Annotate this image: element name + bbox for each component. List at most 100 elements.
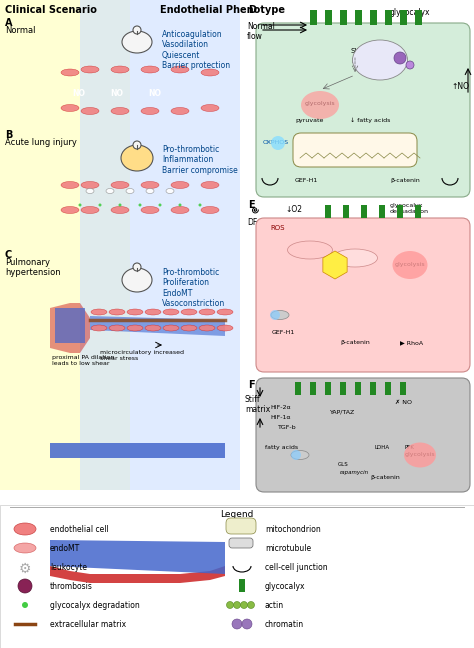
Ellipse shape xyxy=(61,104,79,111)
Ellipse shape xyxy=(201,181,219,189)
Ellipse shape xyxy=(163,309,179,315)
Ellipse shape xyxy=(111,66,129,73)
Text: ✗ NO: ✗ NO xyxy=(395,400,412,405)
Bar xyxy=(400,10,407,25)
Text: microcirculatory increased
shear stress: microcirculatory increased shear stress xyxy=(100,350,184,361)
Text: ROS: ROS xyxy=(270,225,284,231)
Bar xyxy=(415,10,422,25)
Ellipse shape xyxy=(181,309,197,315)
Ellipse shape xyxy=(145,309,161,315)
Text: Anticoagulation
Vasodilation
Quiescent
Barrier protection: Anticoagulation Vasodilation Quiescent B… xyxy=(162,30,230,70)
Ellipse shape xyxy=(141,66,159,73)
Bar xyxy=(415,205,421,218)
Ellipse shape xyxy=(291,450,309,459)
Ellipse shape xyxy=(311,382,315,386)
Ellipse shape xyxy=(81,66,99,73)
Ellipse shape xyxy=(122,31,152,53)
Ellipse shape xyxy=(18,579,32,593)
Ellipse shape xyxy=(122,268,152,292)
Text: GEF-H1: GEF-H1 xyxy=(295,178,318,183)
Text: fatty acids: fatty acids xyxy=(265,445,298,450)
Bar xyxy=(343,205,349,218)
Ellipse shape xyxy=(404,443,436,467)
Polygon shape xyxy=(50,443,225,458)
Text: A: A xyxy=(5,18,12,28)
Ellipse shape xyxy=(141,108,159,115)
Text: NO: NO xyxy=(148,89,161,98)
Text: YAP/TAZ: YAP/TAZ xyxy=(330,410,355,415)
Ellipse shape xyxy=(271,310,289,319)
Text: NO: NO xyxy=(72,89,85,98)
Ellipse shape xyxy=(247,601,255,608)
Text: Acute lung injury: Acute lung injury xyxy=(5,138,77,147)
Ellipse shape xyxy=(14,523,36,535)
Ellipse shape xyxy=(353,40,408,80)
Ellipse shape xyxy=(81,207,99,213)
Bar xyxy=(385,10,392,25)
Text: SIRT1: SIRT1 xyxy=(350,48,370,54)
Ellipse shape xyxy=(118,203,121,207)
Text: extracellular matrix: extracellular matrix xyxy=(50,620,126,629)
Text: actin: actin xyxy=(265,601,284,610)
Ellipse shape xyxy=(121,145,153,171)
Text: mitochondrion: mitochondrion xyxy=(265,525,321,534)
Ellipse shape xyxy=(171,66,189,73)
Ellipse shape xyxy=(163,325,179,331)
Text: HIF-2α: HIF-2α xyxy=(270,405,291,410)
Text: β-catenin: β-catenin xyxy=(370,475,400,480)
Ellipse shape xyxy=(109,325,125,331)
Bar xyxy=(295,382,301,395)
FancyBboxPatch shape xyxy=(256,218,470,372)
Bar xyxy=(370,382,376,395)
Text: D: D xyxy=(248,5,256,15)
Text: OXPHOS: OXPHOS xyxy=(263,140,289,145)
Ellipse shape xyxy=(371,382,375,386)
Bar xyxy=(325,382,331,395)
Ellipse shape xyxy=(22,602,28,608)
FancyBboxPatch shape xyxy=(226,518,256,534)
Text: GEF-H1: GEF-H1 xyxy=(272,330,295,335)
Ellipse shape xyxy=(86,189,94,194)
Ellipse shape xyxy=(14,543,36,553)
Ellipse shape xyxy=(106,189,114,194)
Ellipse shape xyxy=(217,325,233,331)
Ellipse shape xyxy=(141,207,159,213)
Text: ⚙: ⚙ xyxy=(19,562,31,576)
Text: glycolysis: glycolysis xyxy=(395,262,425,267)
Text: β-catenin: β-catenin xyxy=(390,178,420,183)
Text: ▶ RhoA: ▶ RhoA xyxy=(400,340,423,345)
Ellipse shape xyxy=(201,207,219,213)
Text: Clinical Scenario: Clinical Scenario xyxy=(5,5,97,15)
Ellipse shape xyxy=(288,241,332,259)
Text: acetyl-CoA: acetyl-CoA xyxy=(338,153,372,158)
Bar xyxy=(310,382,316,395)
Ellipse shape xyxy=(91,325,107,331)
Polygon shape xyxy=(90,316,225,336)
Bar xyxy=(397,205,403,218)
Ellipse shape xyxy=(127,309,143,315)
Ellipse shape xyxy=(171,181,189,189)
Text: ↓ fatty acids: ↓ fatty acids xyxy=(350,118,391,123)
Ellipse shape xyxy=(362,205,366,209)
Ellipse shape xyxy=(232,619,242,629)
Ellipse shape xyxy=(227,601,234,608)
Ellipse shape xyxy=(181,325,197,331)
Text: glycocalyx
degsadation: glycocalyx degsadation xyxy=(390,203,429,214)
Ellipse shape xyxy=(201,69,219,76)
FancyBboxPatch shape xyxy=(229,538,253,548)
Ellipse shape xyxy=(141,181,159,189)
Ellipse shape xyxy=(392,251,428,279)
Ellipse shape xyxy=(242,619,252,629)
Bar xyxy=(400,382,406,395)
Text: glycocalyx degradation: glycocalyx degradation xyxy=(50,601,140,610)
Text: B: B xyxy=(5,130,12,140)
Ellipse shape xyxy=(326,382,330,386)
Ellipse shape xyxy=(301,91,339,119)
Ellipse shape xyxy=(217,309,233,315)
Bar xyxy=(0,0,130,490)
Ellipse shape xyxy=(380,205,384,209)
Text: thrombosis: thrombosis xyxy=(50,582,93,591)
Ellipse shape xyxy=(394,52,406,64)
Ellipse shape xyxy=(133,26,141,34)
Text: Endothelial Phenotype: Endothelial Phenotype xyxy=(160,5,285,15)
